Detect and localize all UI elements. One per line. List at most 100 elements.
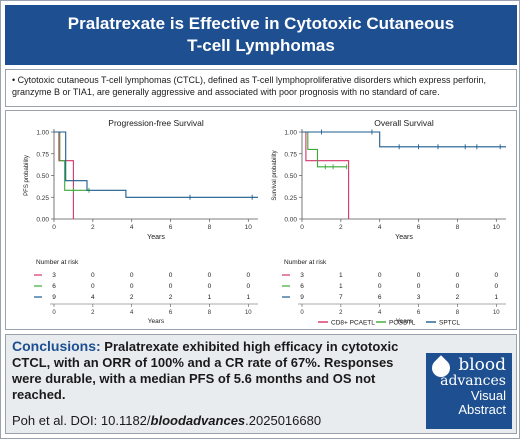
logo-line-4: Abstract bbox=[458, 402, 506, 417]
citation-journal: bloodadvances bbox=[150, 413, 246, 428]
p1-risk-x-tick-label: 4 bbox=[378, 310, 382, 316]
p0-risk-value: 4 bbox=[91, 294, 95, 301]
p1-y-axis-label: Survival probability bbox=[272, 150, 278, 200]
p1-risk-value: 0 bbox=[417, 272, 421, 279]
p1-y-tick-label: 0.75 bbox=[284, 151, 297, 158]
p1-risk-value: 0 bbox=[456, 283, 460, 290]
p0-risk-value: 9 bbox=[52, 294, 56, 301]
p0-x-tick-label: 4 bbox=[130, 224, 134, 231]
p1-km-curve-2 bbox=[302, 131, 506, 148]
p1-x-tick-label: 4 bbox=[378, 224, 382, 231]
survival-plots-panel: Progression-free Survival 0.00 0.25 0.50 0.7… bbox=[5, 110, 517, 330]
p1-x-tick-label: 10 bbox=[493, 224, 501, 231]
intro-box: • Cytotoxic cutaneous T-cell lymphomas (… bbox=[5, 69, 517, 107]
conclusion-label: Conclusions: bbox=[12, 338, 101, 354]
p0-risk-value: 2 bbox=[169, 294, 173, 301]
conclusion-text: Conclusions: Pralatrexate exhibited high… bbox=[12, 338, 417, 403]
survival-plots: Progression-free Survival 0.00 0.25 0.50 0.7… bbox=[24, 118, 506, 327]
p1-y-tick-label: 1.00 bbox=[284, 130, 297, 137]
p1-x-tick-label: 0 bbox=[300, 224, 304, 231]
p1-y-tick-label: 0.50 bbox=[284, 173, 297, 180]
p1-x-axis-label: Years bbox=[395, 234, 413, 241]
p1-risk-value: 1 bbox=[494, 294, 498, 301]
p0-y-tick-label: 0.50 bbox=[36, 173, 49, 180]
p1-risk-x-label: Years bbox=[396, 318, 413, 325]
p0-x-axis-label: Years bbox=[147, 234, 165, 241]
p1-risk-value: 1 bbox=[339, 283, 343, 290]
p1-risk-value: 9 bbox=[300, 294, 304, 301]
p1-risk-value: 7 bbox=[339, 294, 343, 301]
p0-risk-x-tick-label: 8 bbox=[208, 310, 212, 316]
p1-x-tick-label: 8 bbox=[456, 224, 460, 231]
p1-km-curve-0 bbox=[302, 131, 350, 219]
p0-risk-value: 0 bbox=[169, 283, 173, 290]
p0-risk-value: 2 bbox=[130, 294, 134, 301]
p1-risk-label: Number at risk bbox=[284, 259, 327, 266]
p0-risk-value: 0 bbox=[208, 272, 212, 279]
p1-risk-value: 3 bbox=[300, 272, 304, 279]
p1-risk-x-tick-label: 0 bbox=[300, 310, 304, 316]
p0-risk-value: 0 bbox=[169, 272, 173, 279]
p0-x-tick-label: 10 bbox=[245, 224, 253, 231]
blood-advances-logo: blood advances Visual Abstract bbox=[426, 353, 512, 429]
p0-risk-x-label: Years bbox=[148, 318, 165, 325]
p0-x-tick-label: 2 bbox=[91, 224, 95, 231]
p0-risk-value: 0 bbox=[130, 283, 134, 290]
p1-risk-value: 6 bbox=[378, 294, 382, 301]
p1-risk-value: 0 bbox=[378, 272, 382, 279]
p0-y-tick-label: 0.25 bbox=[36, 195, 49, 202]
p1-risk-value: 0 bbox=[378, 283, 382, 290]
p0-risk-label: Number at risk bbox=[36, 259, 79, 266]
p1-risk-value: 0 bbox=[494, 272, 498, 279]
p0-y-tick-label: 0.00 bbox=[36, 217, 49, 224]
p0-risk-value: 0 bbox=[130, 272, 134, 279]
p0-y-tick-label: 0.75 bbox=[36, 151, 49, 158]
p0-risk-value: 0 bbox=[246, 283, 250, 290]
p1-chart-title: Overall Survival bbox=[374, 118, 434, 128]
intro-bullet: • Cytotoxic cutaneous T-cell lymphomas (… bbox=[12, 75, 487, 97]
p0-x-tick-label: 6 bbox=[169, 224, 173, 231]
citation-prefix: Poh et al. DOI: 10.1182/ bbox=[12, 413, 151, 428]
p0-x-tick-label: 0 bbox=[52, 224, 56, 231]
p1-risk-value: 3 bbox=[417, 294, 421, 301]
p1-y-tick-label: 0.25 bbox=[284, 195, 297, 202]
p1-risk-x-tick-label: 6 bbox=[417, 310, 421, 316]
p1-y-tick-label: 0.00 bbox=[284, 217, 297, 224]
p0-x-tick-label: 8 bbox=[208, 224, 212, 231]
p1-risk-value: 1 bbox=[339, 272, 343, 279]
p0-risk-value: 0 bbox=[91, 283, 95, 290]
p1-x-tick-label: 6 bbox=[417, 224, 421, 231]
citation-suffix: .2025016680 bbox=[245, 413, 322, 428]
logo-line-2: advances bbox=[440, 373, 506, 389]
legend-label-2: SPTCL bbox=[439, 320, 460, 327]
p1-risk-x-tick-label: 2 bbox=[339, 310, 343, 316]
p1-risk-value: 2 bbox=[456, 294, 460, 301]
p1-risk-value: 0 bbox=[417, 283, 421, 290]
p0-risk-x-tick-label: 10 bbox=[245, 310, 252, 316]
p0-risk-x-tick-label: 4 bbox=[130, 310, 134, 316]
p0-risk-value: 3 bbox=[52, 272, 56, 279]
conclusion-body: Pralatrexate exhibited high efficacy in … bbox=[12, 339, 399, 402]
p0-chart-title: Progression-free Survival bbox=[108, 118, 204, 128]
p0-risk-x-tick-label: 2 bbox=[91, 310, 95, 316]
p1-risk-value: 0 bbox=[494, 283, 498, 290]
logo-line-1: blood bbox=[458, 355, 506, 375]
p1-x-tick-label: 2 bbox=[339, 224, 343, 231]
p0-risk-x-tick-label: 6 bbox=[169, 310, 173, 316]
p0-risk-value: 1 bbox=[246, 294, 250, 301]
p0-km-curve-2 bbox=[54, 131, 258, 198]
p1-risk-value: 6 bbox=[300, 283, 304, 290]
logo-line-3: Visual bbox=[470, 388, 506, 403]
p0-risk-value: 0 bbox=[208, 283, 212, 290]
citation: Poh et al. DOI: 10.1182/bloodadvances.20… bbox=[12, 413, 321, 428]
p1-risk-x-tick-label: 8 bbox=[456, 310, 460, 316]
p0-risk-value: 6 bbox=[52, 283, 56, 290]
p0-y-axis-label: PFS probability bbox=[24, 155, 30, 196]
p0-risk-value: 0 bbox=[246, 272, 250, 279]
p0-risk-value: 0 bbox=[91, 272, 95, 279]
legend-label-0: CD8+ PCAETL bbox=[331, 320, 375, 327]
p1-risk-x-tick-label: 10 bbox=[493, 310, 500, 316]
conclusion-panel: Conclusions: Pralatrexate exhibited high… bbox=[5, 334, 517, 434]
p0-risk-value: 1 bbox=[208, 294, 212, 301]
